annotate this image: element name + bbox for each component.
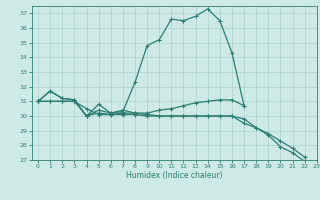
X-axis label: Humidex (Indice chaleur): Humidex (Indice chaleur) bbox=[126, 171, 223, 180]
